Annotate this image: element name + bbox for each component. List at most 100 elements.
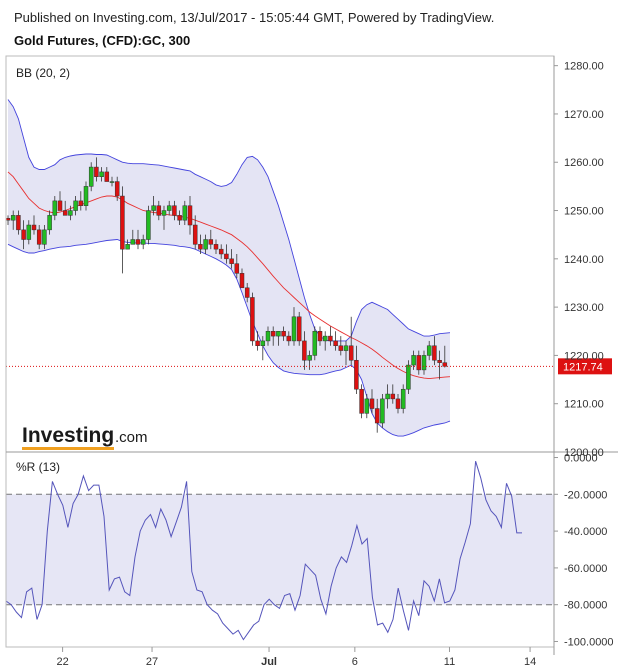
candle [213,239,219,254]
candle-body [260,340,266,347]
candle [135,229,141,250]
candle [364,394,370,419]
candle [348,316,354,366]
candle-body [213,244,219,250]
candle-body [36,229,42,245]
candle [99,167,104,182]
price-tick-label: 1270.00 [564,109,604,121]
candle [203,234,208,254]
candle-body [114,181,120,197]
time-tick-label: 11 [444,656,455,668]
candle-body [374,408,380,424]
candle-body [16,215,21,231]
candle [42,225,47,250]
candle [198,234,203,254]
logo-suffix: .com [115,429,148,446]
candle [208,229,214,250]
candle [62,200,68,216]
candle-body [270,331,276,337]
candle [161,205,167,230]
candle [88,162,94,192]
price-tick-label: 1240.00 [564,254,604,266]
candle [224,244,229,264]
price-tick-label: 1230.00 [564,302,604,314]
candle [260,336,266,361]
candle-body [390,393,396,400]
candle-body [26,224,32,240]
candle [78,191,84,211]
candle-body [432,345,437,361]
candle-body [317,331,323,342]
candle [406,360,411,395]
candle [26,220,32,245]
candle [437,350,442,380]
candle-body [359,388,364,414]
time-tick-label: Jul [261,656,277,668]
candle [130,229,136,245]
candle-body [52,200,58,216]
candle [421,350,427,375]
candle [359,384,364,419]
price-tick-label: 1260.00 [564,157,604,169]
candle-body [328,335,333,342]
candle [296,311,302,346]
candle-body [120,195,125,250]
osc-tick-label: -40.0000 [564,526,607,538]
candle [276,331,281,346]
candle [411,350,416,370]
williams-r-panel[interactable]: %R (13) [5,460,554,641]
last-price-tag [558,358,612,375]
candle [229,249,234,269]
candle [187,196,193,235]
candle-body [130,239,136,245]
candle [312,326,318,361]
candle-body [307,355,312,361]
candle-body [364,398,370,414]
candle [234,254,240,279]
candle [47,210,52,235]
candle-body [296,316,302,342]
candle-body [333,340,338,347]
candle-body [286,335,292,342]
price-tick-label: 1280.00 [564,61,604,73]
candle-body [192,224,198,245]
candle [125,239,130,250]
price-panel[interactable]: BB (20, 2) [5,66,554,437]
candle [114,176,120,201]
candle [83,181,89,211]
candle-body [208,239,214,245]
logo-underline [22,447,114,450]
candle [172,200,177,221]
candle-body [21,229,26,240]
candle [286,331,292,346]
candle-body [442,362,448,367]
candle-body [322,335,328,342]
candle [94,157,99,182]
candle-body [380,398,385,424]
candle-body [125,244,130,250]
last-price-label: 1217.74 [563,361,603,373]
candle-body [104,171,110,182]
candle-body [343,345,349,351]
candle-body [354,359,359,390]
candle-body [177,215,182,221]
candle-body [135,239,141,245]
candle-body [78,200,84,206]
candle [156,200,162,221]
candle-body [161,210,167,216]
price-tick-label: 1220.00 [564,350,604,362]
candle [104,167,110,182]
candle-body [437,359,442,363]
osc-tick-label: 0.0000 [564,453,598,465]
candle [177,210,182,226]
candle-body [47,215,52,231]
candle [250,292,255,346]
candle-body [348,345,354,361]
candle-body [182,205,188,221]
candle-body [5,218,11,221]
candle [390,384,396,404]
axes: 1217.74 1280.00 1270.00 1260.00 1250.00 1240.… [5,55,618,668]
bb-indicator-label: BB (20, 2) [16,66,70,80]
candle [218,244,224,259]
